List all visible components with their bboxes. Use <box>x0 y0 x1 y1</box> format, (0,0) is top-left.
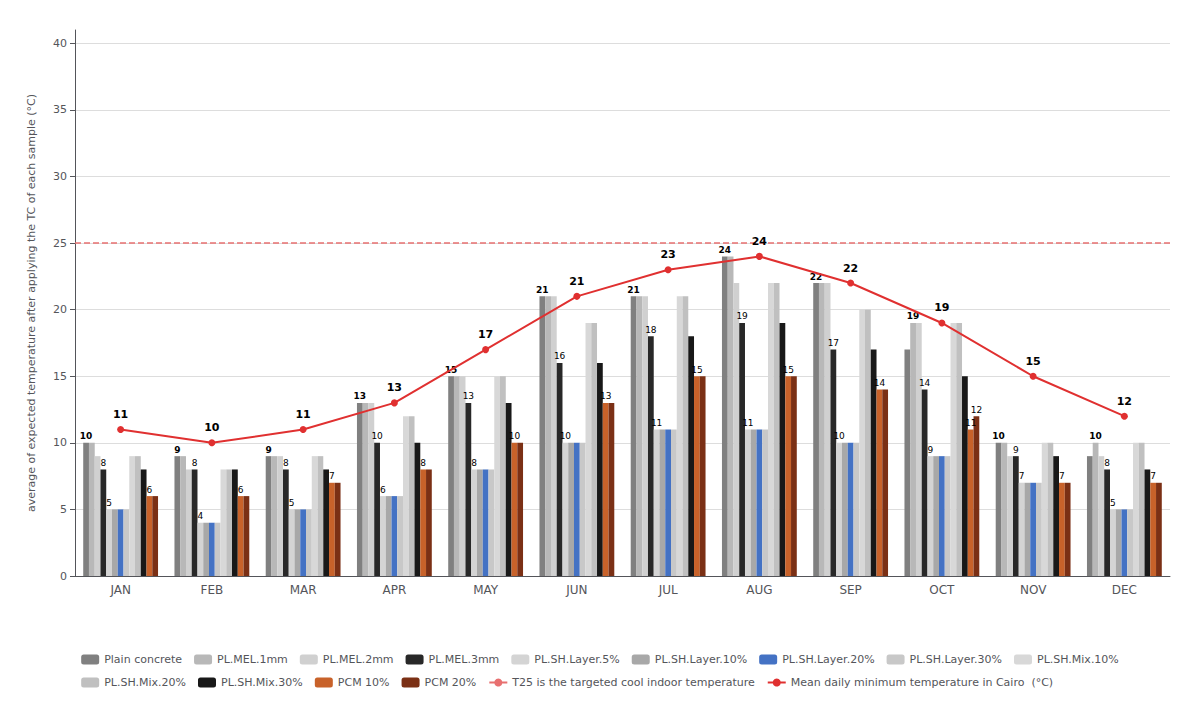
svg-text:PL.MEL.2mm: PL.MEL.2mm <box>323 653 394 666</box>
svg-text:21: 21 <box>627 285 640 295</box>
svg-text:7: 7 <box>1019 471 1025 481</box>
svg-text:5: 5 <box>289 498 295 508</box>
svg-text:0: 0 <box>60 570 67 583</box>
svg-text:SEP: SEP <box>839 583 861 597</box>
svg-text:15: 15 <box>1025 355 1040 368</box>
svg-text:PL.SH.Layer.10%: PL.SH.Layer.10% <box>655 653 747 666</box>
svg-text:8: 8 <box>283 458 289 468</box>
svg-text:11: 11 <box>113 408 128 421</box>
svg-text:OCT: OCT <box>929 583 955 597</box>
svg-text:20: 20 <box>53 303 67 316</box>
svg-text:8: 8 <box>471 458 477 468</box>
svg-text:APR: APR <box>382 583 406 597</box>
svg-text:5: 5 <box>1110 498 1116 508</box>
svg-text:8: 8 <box>192 458 198 468</box>
svg-text:9: 9 <box>927 445 933 455</box>
svg-text:Mean daily minimum temperature: Mean daily minimum temperature in Cairo … <box>791 676 1053 689</box>
svg-text:PL.SH.Mix.20%: PL.SH.Mix.20% <box>104 676 186 689</box>
svg-text:6: 6 <box>238 485 244 495</box>
svg-text:19: 19 <box>736 311 748 321</box>
svg-text:35: 35 <box>53 103 67 116</box>
svg-text:PL.MEL.3mm: PL.MEL.3mm <box>429 653 500 666</box>
svg-text:30: 30 <box>53 170 67 183</box>
svg-text:10: 10 <box>80 431 93 441</box>
svg-text:24: 24 <box>719 245 732 255</box>
svg-text:12: 12 <box>1117 395 1132 408</box>
svg-text:8: 8 <box>420 458 426 468</box>
svg-text:10: 10 <box>53 436 67 449</box>
svg-text:13: 13 <box>463 391 474 401</box>
svg-text:MAR: MAR <box>290 583 317 597</box>
svg-text:6: 6 <box>380 485 386 495</box>
svg-text:7: 7 <box>1150 471 1156 481</box>
svg-text:NOV: NOV <box>1020 583 1047 597</box>
svg-text:21: 21 <box>536 285 549 295</box>
svg-text:11: 11 <box>295 408 310 421</box>
svg-text:10: 10 <box>1089 431 1102 441</box>
svg-text:21: 21 <box>569 275 584 288</box>
svg-text:11: 11 <box>651 418 662 428</box>
svg-text:9: 9 <box>174 445 180 455</box>
svg-text:18: 18 <box>645 325 657 335</box>
svg-text:40: 40 <box>53 37 67 50</box>
svg-text:10: 10 <box>833 431 845 441</box>
svg-text:25: 25 <box>53 237 67 250</box>
svg-text:6: 6 <box>147 485 153 495</box>
svg-text:AUG: AUG <box>746 583 772 597</box>
svg-text:PCM 20%: PCM 20% <box>425 676 477 689</box>
svg-text:JUL: JUL <box>658 583 678 597</box>
svg-text:11: 11 <box>965 418 976 428</box>
svg-text:Plain concrete: Plain concrete <box>104 653 182 666</box>
svg-text:T25 is the targeted cool indoo: T25 is the targeted cool indoor temperat… <box>511 676 755 689</box>
svg-text:15: 15 <box>444 364 458 375</box>
svg-text:19: 19 <box>906 311 920 322</box>
svg-text:23: 23 <box>660 248 675 261</box>
svg-text:7: 7 <box>329 471 335 481</box>
svg-text:16: 16 <box>554 351 566 361</box>
svg-text:13: 13 <box>600 391 611 401</box>
svg-text:PL.SH.Layer.30%: PL.SH.Layer.30% <box>910 653 1002 666</box>
svg-text:PL.SH.Layer.20%: PL.SH.Layer.20% <box>782 653 874 666</box>
svg-text:PL.SH.Mix.10%: PL.SH.Mix.10% <box>1037 653 1119 666</box>
svg-text:17: 17 <box>828 338 839 348</box>
svg-text:10: 10 <box>371 431 383 441</box>
svg-text:14: 14 <box>919 378 931 388</box>
svg-text:13: 13 <box>387 381 402 394</box>
svg-text:22: 22 <box>843 262 858 275</box>
svg-text:5: 5 <box>60 503 67 516</box>
svg-text:22: 22 <box>809 271 823 282</box>
svg-text:8: 8 <box>100 458 106 468</box>
svg-text:MAY: MAY <box>473 583 499 597</box>
svg-text:average of expected temperatur: average of expected temperature after ap… <box>25 94 38 512</box>
svg-text:10: 10 <box>992 431 1005 441</box>
svg-text:15: 15 <box>53 370 67 383</box>
svg-text:15: 15 <box>782 365 793 375</box>
svg-text:10: 10 <box>560 431 572 441</box>
svg-text:PL.MEL.1mm: PL.MEL.1mm <box>217 653 288 666</box>
svg-text:JUN: JUN <box>565 583 587 597</box>
svg-text:24: 24 <box>752 235 768 248</box>
svg-text:10: 10 <box>204 421 220 434</box>
svg-text:12: 12 <box>971 405 982 415</box>
svg-text:JAN: JAN <box>109 583 131 597</box>
svg-text:17: 17 <box>478 328 493 341</box>
svg-text:8: 8 <box>1104 458 1110 468</box>
svg-text:PL.SH.Layer.5%: PL.SH.Layer.5% <box>534 653 619 666</box>
svg-text:7: 7 <box>1059 471 1065 481</box>
svg-text:15: 15 <box>691 365 702 375</box>
svg-text:19: 19 <box>934 301 949 314</box>
svg-text:11: 11 <box>742 418 753 428</box>
svg-text:9: 9 <box>265 445 271 455</box>
svg-text:DEC: DEC <box>1112 583 1137 597</box>
svg-text:13: 13 <box>354 391 367 401</box>
svg-text:FEB: FEB <box>201 583 224 597</box>
svg-text:9: 9 <box>1013 445 1019 455</box>
svg-text:5: 5 <box>106 498 112 508</box>
svg-text:PCM 10%: PCM 10% <box>338 676 390 689</box>
svg-text:PL.SH.Mix.30%: PL.SH.Mix.30% <box>221 676 303 689</box>
svg-text:4: 4 <box>197 511 203 521</box>
svg-text:14: 14 <box>874 378 886 388</box>
svg-text:10: 10 <box>509 431 521 441</box>
